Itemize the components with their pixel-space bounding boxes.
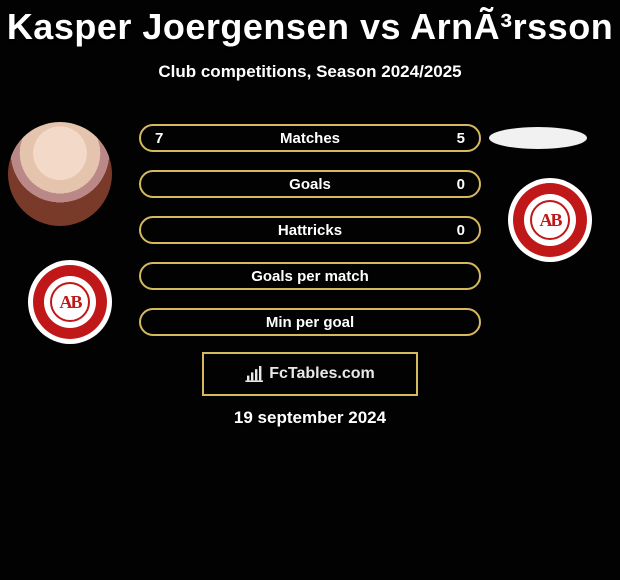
- player-left-photo: [8, 122, 112, 226]
- stat-left-value: 7: [155, 130, 175, 147]
- date-text: 19 september 2024: [0, 408, 620, 428]
- chart-icon: [245, 366, 265, 382]
- stat-label: Hattricks: [141, 222, 479, 239]
- club-left-monogram: AB: [59, 292, 80, 313]
- stat-label: Min per goal: [141, 314, 479, 331]
- stat-row-goals-per-match: Goals per match: [139, 262, 481, 290]
- club-right-monogram: AB: [539, 210, 560, 231]
- stat-label: Matches: [141, 130, 479, 147]
- stat-row-hattricks: Hattricks 0: [139, 216, 481, 244]
- stat-label: Goals per match: [141, 268, 479, 285]
- watermark-text: FcTables.com: [269, 365, 375, 383]
- page-title: Kasper Joergensen vs ArnÃ³rsson: [0, 0, 620, 48]
- club-badge-right: AB 1885: [508, 178, 592, 262]
- stat-right-value: 5: [445, 130, 465, 147]
- stats-container: 7 Matches 5 Goals 0 Hattricks 0 Goals pe…: [139, 124, 481, 354]
- stat-right-value: 0: [445, 176, 465, 193]
- stat-row-goals: Goals 0: [139, 170, 481, 198]
- stat-right-value: 0: [445, 222, 465, 239]
- subtitle: Club competitions, Season 2024/2025: [0, 62, 620, 82]
- stat-label: Goals: [141, 176, 479, 193]
- stat-row-min-per-goal: Min per goal: [139, 308, 481, 336]
- player-right-photo-placeholder: [489, 127, 587, 149]
- club-right-year: 1885: [541, 247, 559, 256]
- watermark: FcTables.com: [202, 352, 418, 396]
- stat-row-matches: 7 Matches 5: [139, 124, 481, 152]
- club-left-year: 1885: [61, 329, 79, 338]
- club-badge-left: AB 1885: [28, 260, 112, 344]
